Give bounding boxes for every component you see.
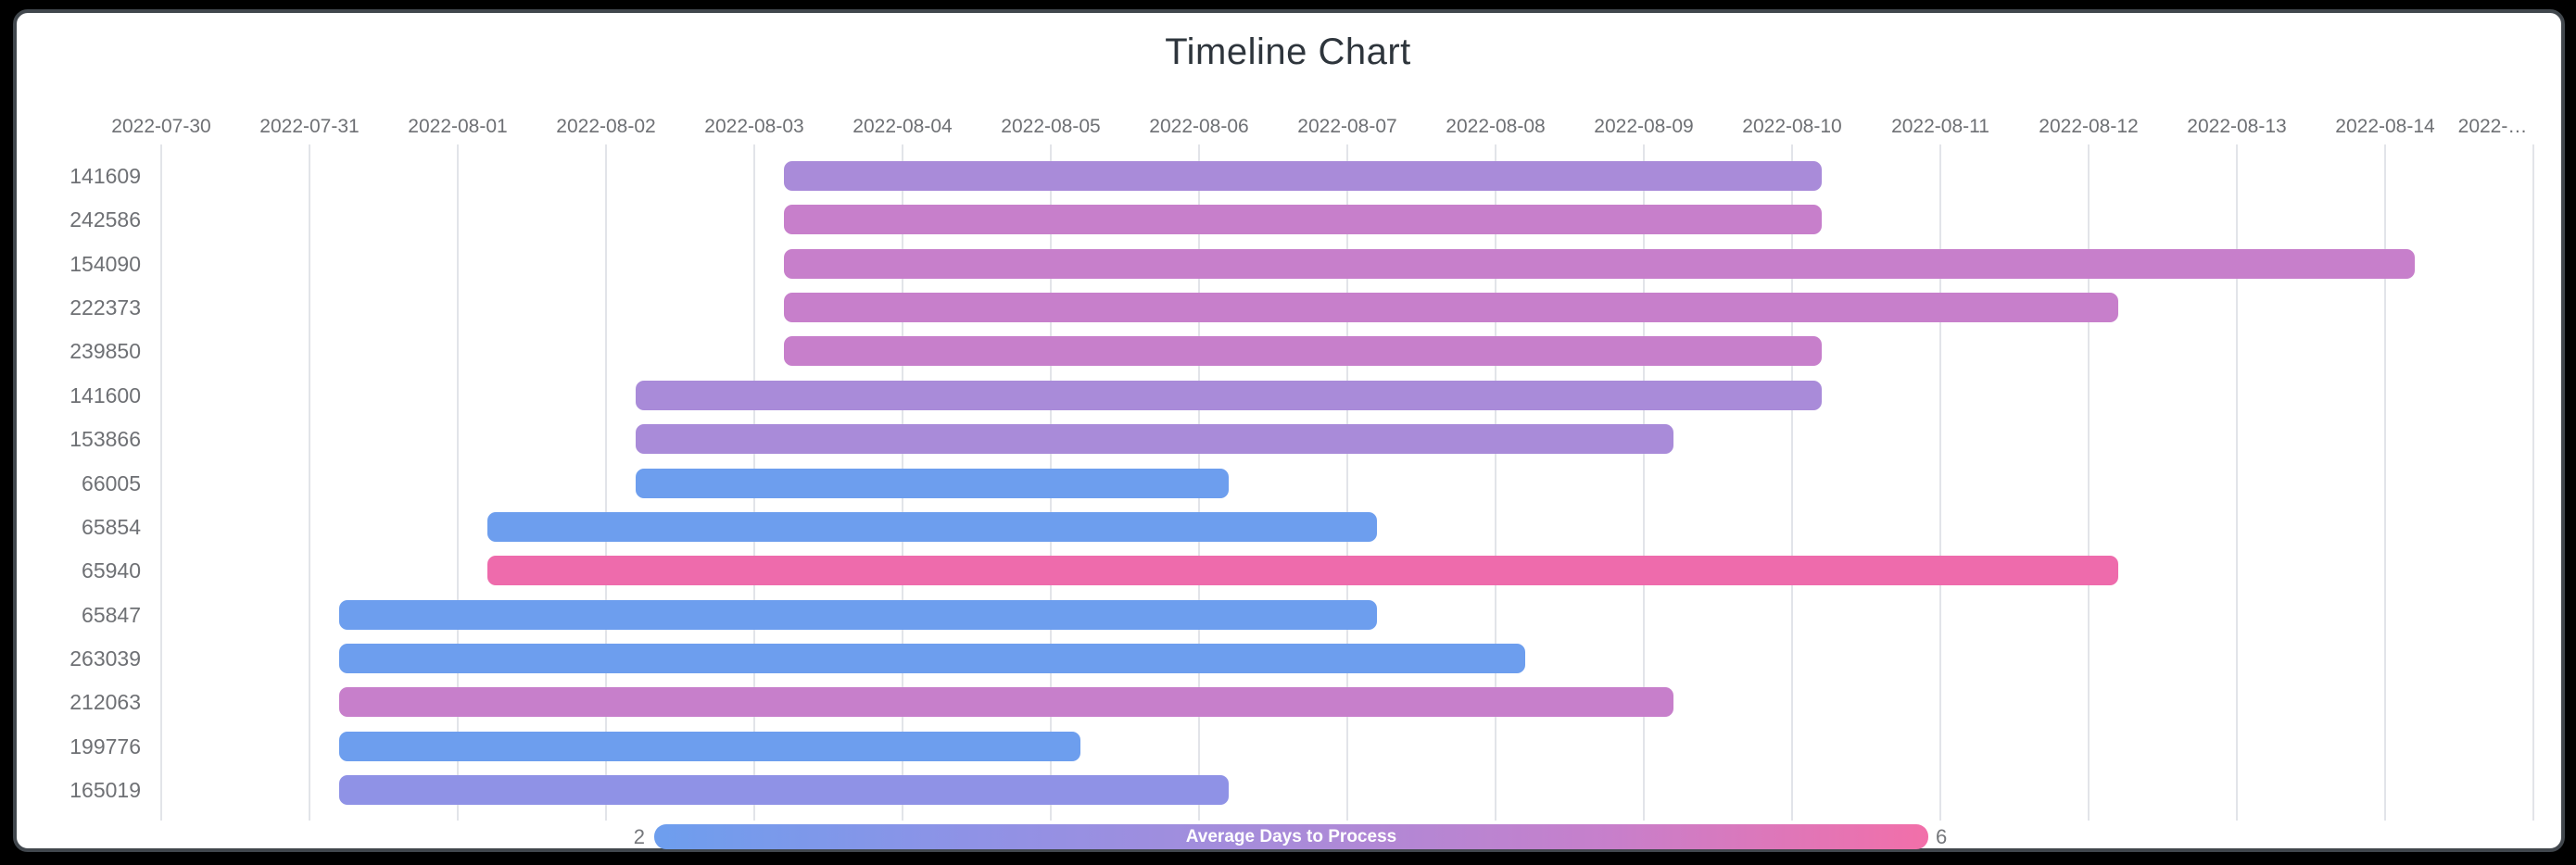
gridline <box>2236 144 2238 821</box>
y-axis-label: 199776 <box>69 733 141 758</box>
timeline-bar[interactable] <box>784 161 1822 191</box>
y-axis-label: 239850 <box>69 339 141 364</box>
gridline <box>605 144 607 821</box>
timeline-bar[interactable] <box>784 205 1822 235</box>
y-axis-label: 141600 <box>69 382 141 407</box>
legend-min-value: 2 <box>633 825 645 848</box>
x-axis-tick-label: 2022-08-13 <box>2187 116 2287 137</box>
x-axis-tick-label: 2022-08-03 <box>704 116 804 137</box>
gridline <box>1791 144 1793 821</box>
timeline-bar[interactable] <box>339 643 1525 673</box>
gridline <box>2532 144 2534 821</box>
y-axis-label: 65847 <box>82 602 141 627</box>
timeline-bar[interactable] <box>487 556 2118 586</box>
timeline-bar[interactable] <box>339 775 1229 806</box>
x-axis-tick-label: 2022-08-12 <box>2039 116 2139 137</box>
x-axis-tick-label: 2022-08-07 <box>1297 116 1397 137</box>
y-axis-label: 242586 <box>69 207 141 232</box>
gridline <box>457 144 459 821</box>
x-axis-tick-label: 2022-08-14 <box>2335 116 2435 137</box>
x-axis-tick-label: 2022-08-11 <box>1891 116 1989 137</box>
gridline <box>2384 144 2386 821</box>
x-axis-tick-label: 2022-08-04 <box>852 116 953 137</box>
y-axis-label: 212063 <box>69 690 141 715</box>
gridline <box>1495 144 1496 821</box>
timeline-bar[interactable] <box>339 687 1673 718</box>
gridline <box>1939 144 1941 821</box>
x-axis-tick-label: 2022-08-10 <box>1742 116 1842 137</box>
gridline <box>1346 144 1348 821</box>
y-axis-label: 165019 <box>69 778 141 803</box>
x-axis-tick-label: 2022-07-30 <box>111 116 211 137</box>
timeline-bar[interactable] <box>784 248 2415 279</box>
y-axis-label: 65940 <box>82 558 141 583</box>
timeline-bar[interactable] <box>636 380 1822 410</box>
legend-title: Average Days to Process <box>1185 827 1397 846</box>
gridline <box>160 144 162 821</box>
legend-gradient-bar[interactable]: Average Days to Process <box>654 824 1928 849</box>
gridline <box>2088 144 2090 821</box>
timeline-bar[interactable] <box>784 336 1822 367</box>
y-axis-label: 66005 <box>82 470 141 495</box>
y-axis-label: 153866 <box>69 427 141 452</box>
y-axis-label: 65854 <box>82 514 141 539</box>
timeline-bar[interactable] <box>784 293 2118 323</box>
x-axis-tick-label: 2022-08-05 <box>1001 116 1101 137</box>
x-axis-tick-label: 2022-08-09 <box>1594 116 1694 137</box>
y-axis-label: 141609 <box>69 164 141 188</box>
legend-max-value: 6 <box>1936 825 1948 848</box>
y-axis-label: 222373 <box>69 295 141 320</box>
x-axis-tick-label: 2022-08-01 <box>408 116 508 137</box>
x-axis-tick-label: 2022-08-08 <box>1446 116 1546 137</box>
y-axis-label: 154090 <box>69 251 141 276</box>
chart-title: Timeline Chart <box>1165 31 1411 72</box>
gridline <box>1643 144 1645 821</box>
timeline-bar[interactable] <box>487 511 1377 542</box>
gridline <box>309 144 310 821</box>
x-axis-tick-label: 2022-08-02 <box>556 116 656 137</box>
x-axis-tick-label: 2022-08-06 <box>1149 116 1249 137</box>
x-axis-tick-label: 2022-07-31 <box>259 116 360 137</box>
timeline-bar[interactable] <box>339 599 1377 630</box>
timeline-bar[interactable] <box>636 468 1229 498</box>
y-axis-label: 263039 <box>69 646 141 671</box>
timeline-bar[interactable] <box>339 731 1080 761</box>
timeline-bar[interactable] <box>636 424 1673 455</box>
x-axis-tick-label: 2022-… <box>2457 116 2528 137</box>
